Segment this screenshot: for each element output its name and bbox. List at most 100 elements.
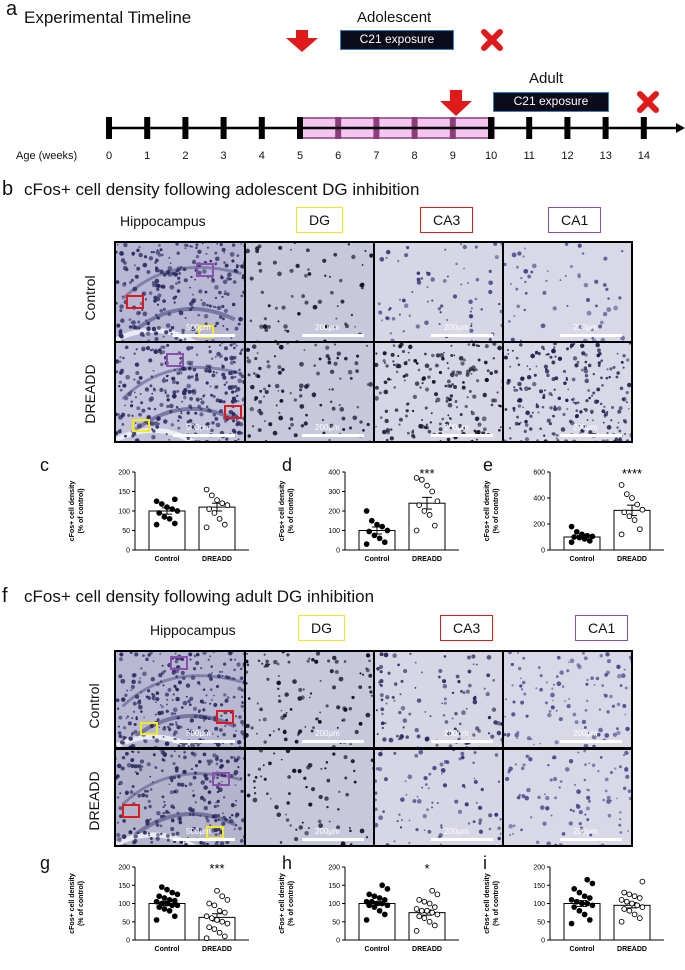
data-point xyxy=(381,896,388,903)
data-point xyxy=(368,898,375,905)
data-point xyxy=(376,895,383,901)
category-label: Control xyxy=(365,946,390,953)
data-point xyxy=(169,889,176,896)
ca3-roi xyxy=(216,710,234,724)
data-point xyxy=(573,898,580,905)
scale-bar-label: 200μm xyxy=(315,323,340,332)
data-point xyxy=(153,917,160,923)
y-axis-label: (% of control) xyxy=(288,488,295,533)
scale-bar-label: 200μm xyxy=(315,827,340,836)
panel-letter-e: e xyxy=(483,455,494,475)
bar xyxy=(358,903,396,941)
week-label: 6 xyxy=(335,150,342,162)
b-dreadd-dg-image: 200μm xyxy=(244,341,375,443)
y-axis-label: cFos+ cell density xyxy=(484,873,491,934)
data-point xyxy=(158,884,165,890)
data-point xyxy=(166,896,173,903)
scale-bar-label: 500μm xyxy=(186,827,211,836)
data-point xyxy=(379,523,386,530)
data-point xyxy=(429,488,436,495)
f-hippocampus-header: Hippocampus xyxy=(150,622,236,638)
data-point xyxy=(581,911,588,918)
y-tick-label: 50 xyxy=(332,919,340,926)
y-axis-label: (% of control) xyxy=(493,881,500,926)
data-point xyxy=(206,900,213,907)
f-dreadd-row-label: DREADD xyxy=(86,771,102,831)
y-axis-label: cFos+ cell density xyxy=(69,873,76,934)
f-ca3-header: CA3 xyxy=(440,615,494,641)
data-point xyxy=(623,898,630,905)
adolescent-exposure-box: C21 exposure xyxy=(340,30,454,50)
data-point xyxy=(208,492,215,499)
b-dreadd-hippocampus-image: 500μm xyxy=(114,341,246,443)
data-point xyxy=(368,517,375,524)
data-point xyxy=(413,475,420,481)
week-label: 4 xyxy=(258,150,265,162)
data-point xyxy=(434,498,441,505)
scale-bar xyxy=(560,334,622,337)
data-point xyxy=(413,906,420,912)
data-point xyxy=(634,501,641,508)
data-point xyxy=(589,880,596,887)
data-point xyxy=(169,902,176,909)
bar xyxy=(408,912,446,941)
scale-bar xyxy=(431,740,493,743)
data-point xyxy=(171,897,178,904)
scale-bar-label: 200μm xyxy=(573,827,598,836)
data-point xyxy=(421,915,428,921)
chart-i: cFos+ cell density (% of control) 0 50 100 15… xyxy=(484,865,664,953)
week-label: 2 xyxy=(182,150,189,162)
data-point xyxy=(636,895,643,901)
b-hippocampus-header: Hippocampus xyxy=(120,213,206,229)
data-point xyxy=(203,524,210,531)
scale-bar-label: 500μm xyxy=(186,323,211,332)
data-point xyxy=(203,486,210,493)
y-tick-label: 50 xyxy=(122,528,130,535)
data-point xyxy=(214,917,220,923)
y-axis-label: (% of control) xyxy=(288,881,295,926)
data-point xyxy=(374,521,380,528)
data-point xyxy=(636,526,643,533)
ca3-roi xyxy=(126,295,144,309)
data-point xyxy=(216,515,223,522)
b-control-ca3-image: 200μm xyxy=(373,241,504,343)
significance-marker: **** xyxy=(622,466,642,481)
scale-bar-label: 200μm xyxy=(315,423,340,432)
week-label: 10 xyxy=(485,150,498,162)
f-control-hippocampus-image: 500μm xyxy=(114,650,246,749)
data-point xyxy=(631,517,638,523)
data-point xyxy=(618,482,625,488)
scale-bar xyxy=(560,838,622,841)
data-point xyxy=(203,935,210,942)
scale-bar-label: 500μm xyxy=(186,423,211,432)
data-point xyxy=(363,898,370,905)
b-dreadd-ca1-image: 200μm xyxy=(502,341,633,443)
data-point xyxy=(626,907,633,914)
data-point xyxy=(166,907,173,914)
section-b-title: cFos+ cell density following adolescent … xyxy=(24,180,420,199)
data-point xyxy=(571,904,578,911)
data-point xyxy=(434,911,441,918)
y-tick-label: 100 xyxy=(328,528,340,535)
category-label: DREADD xyxy=(202,946,232,953)
f-dreadd-dg-image: 200μm xyxy=(244,748,375,847)
y-tick-label: 0 xyxy=(541,938,545,945)
panel-letter-g: g xyxy=(40,853,51,873)
ca1-roi xyxy=(212,772,230,786)
f-dreadd-ca3-image: 200μm xyxy=(373,748,504,847)
scale-bar-label: 200μm xyxy=(573,423,598,432)
y-axis-label: cFos+ cell density xyxy=(279,873,286,934)
week-label: 8 xyxy=(411,150,418,162)
data-point xyxy=(568,523,575,530)
scale-bar-label: 200μm xyxy=(573,729,598,738)
data-point xyxy=(621,889,628,896)
data-point xyxy=(153,498,160,505)
ca1-roi xyxy=(170,656,188,670)
data-point xyxy=(424,482,430,489)
data-point xyxy=(363,541,370,548)
y-tick-label: 100 xyxy=(328,901,340,908)
data-point xyxy=(568,920,575,927)
y-tick-label: 200 xyxy=(533,865,545,872)
data-point xyxy=(426,512,433,518)
y-tick-label: 100 xyxy=(533,901,545,908)
